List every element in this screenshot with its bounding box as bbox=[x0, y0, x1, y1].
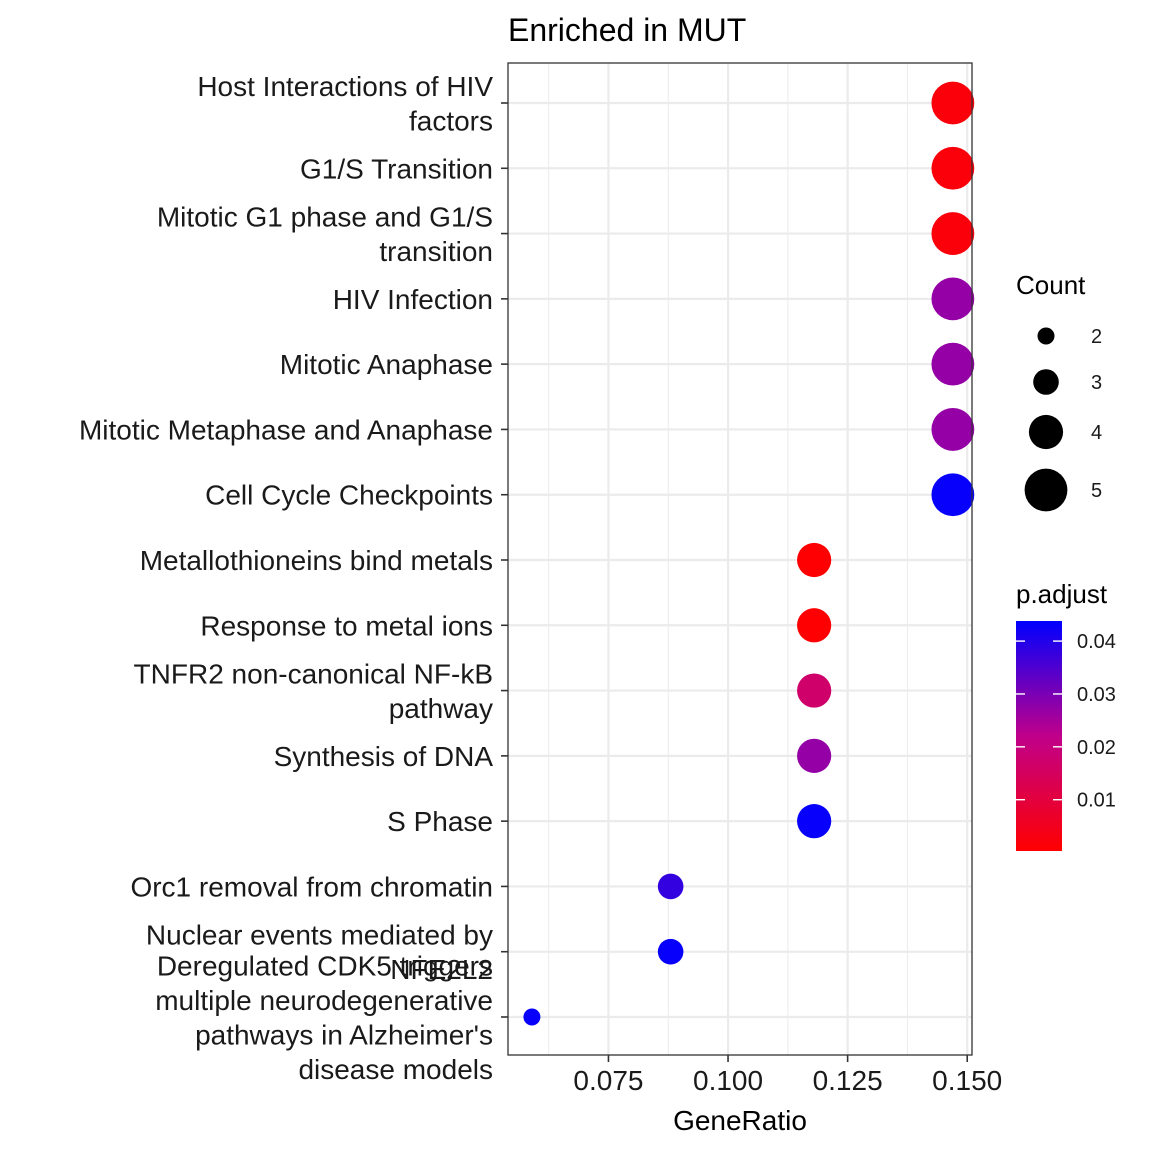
data-point bbox=[931, 408, 975, 451]
category-label-line: pathway bbox=[389, 693, 493, 724]
category-label-line: Mitotic G1 phase and G1/S bbox=[157, 201, 493, 232]
category-label: HIV Infection bbox=[333, 284, 493, 315]
data-point bbox=[657, 873, 684, 900]
colorbar-tick-label: 0.04 bbox=[1077, 631, 1116, 653]
x-tick-label: 0.125 bbox=[813, 1065, 883, 1096]
data-point bbox=[797, 542, 832, 578]
count-legend-label: 3 bbox=[1091, 372, 1102, 394]
panel-border bbox=[507, 62, 973, 1056]
category-label: Synthesis of DNA bbox=[274, 741, 494, 772]
y-axis: Host Interactions of HIV factors G1/S Tran… bbox=[79, 71, 508, 1085]
count-legend-dot bbox=[1024, 468, 1068, 512]
data-point bbox=[931, 473, 975, 517]
count-legend-label: 4 bbox=[1091, 422, 1102, 444]
data-points bbox=[523, 81, 975, 1026]
category-label: Mitotic G1 phase and G1/S transition bbox=[157, 201, 493, 267]
category-label-line: Mitotic Anaphase bbox=[280, 349, 493, 380]
category-label: S Phase bbox=[387, 806, 493, 837]
count-legend-dot bbox=[1037, 327, 1055, 345]
category-label: Cell Cycle Checkpoints bbox=[205, 480, 493, 511]
colorbar-tick-label: 0.02 bbox=[1077, 737, 1116, 759]
category-label-line: S Phase bbox=[387, 806, 493, 837]
category-label: Nuclear events mediated by NFE2L2 bbox=[146, 919, 493, 985]
data-point bbox=[931, 212, 975, 255]
category-label: Mitotic Metaphase and Anaphase bbox=[79, 414, 493, 445]
category-label-line: Host Interactions of HIV bbox=[197, 71, 493, 102]
category-label-line: TNFR2 non-canonical NF-kB bbox=[134, 658, 493, 689]
x-tick-label: 0.150 bbox=[932, 1065, 1002, 1096]
count-legend-dot bbox=[1028, 414, 1064, 450]
category-label-line: Response to metal ions bbox=[200, 610, 493, 641]
category-label-line: multiple neurodegenerative bbox=[155, 985, 493, 1016]
category-label-line: HIV Infection bbox=[333, 284, 493, 315]
category-label-line: pathways in Alzheimer's bbox=[195, 1019, 493, 1050]
chart-title: Enriched in MUT bbox=[508, 12, 746, 48]
category-label-line: Cell Cycle Checkpoints bbox=[205, 480, 493, 511]
category-label-line: NFE2L2 bbox=[390, 954, 493, 985]
category-label: TNFR2 non-canonical NF-kB pathway bbox=[134, 658, 493, 724]
category-label: Host Interactions of HIV factors bbox=[197, 71, 493, 137]
count-legend-title: Count bbox=[1016, 270, 1086, 300]
category-label-line: Synthesis of DNA bbox=[274, 741, 494, 772]
category-label: Deregulated CDK5 triggers multiple neurod… bbox=[155, 950, 493, 1085]
data-point bbox=[523, 1008, 541, 1026]
count-legend-label: 2 bbox=[1091, 326, 1102, 348]
data-point bbox=[931, 146, 975, 190]
major-gridlines bbox=[508, 63, 972, 1055]
category-label-line: disease models bbox=[298, 1054, 493, 1085]
padjust-legend: p.adjust 0.04 0.03 0.02 0.01 bbox=[1016, 579, 1116, 851]
category-label-line: G1/S Transition bbox=[300, 153, 493, 184]
x-tick-label: 0.075 bbox=[573, 1065, 643, 1096]
category-label: Mitotic Anaphase bbox=[280, 349, 493, 380]
colorbar-tick-label: 0.03 bbox=[1077, 684, 1116, 706]
category-label: Response to metal ions bbox=[200, 610, 493, 641]
data-point bbox=[931, 277, 975, 321]
category-label-line: Metallothioneins bind metals bbox=[140, 545, 493, 576]
data-point bbox=[797, 608, 832, 643]
category-label-line: transition bbox=[379, 236, 493, 267]
x-axis: 0.075 0.100 0.125 0.150 bbox=[573, 1055, 1002, 1096]
category-label-line: Mitotic Metaphase and Anaphase bbox=[79, 414, 493, 445]
category-label: Orc1 removal from chromatin bbox=[130, 871, 493, 902]
padjust-colorbar bbox=[1016, 621, 1062, 851]
data-point bbox=[797, 738, 832, 773]
category-label-line: Nuclear events mediated by bbox=[146, 919, 493, 950]
data-point bbox=[931, 342, 975, 386]
category-label: G1/S Transition bbox=[300, 153, 493, 184]
data-point bbox=[931, 81, 975, 125]
category-label: Metallothioneins bind metals bbox=[140, 545, 493, 576]
data-point bbox=[657, 938, 684, 965]
x-axis-title: GeneRatio bbox=[673, 1105, 807, 1136]
data-point bbox=[797, 673, 832, 708]
count-legend-label: 5 bbox=[1091, 480, 1102, 502]
category-label-line: factors bbox=[409, 105, 493, 136]
colorbar-tick-label: 0.01 bbox=[1077, 790, 1116, 812]
count-legend-dot bbox=[1033, 369, 1059, 395]
padjust-legend-title: p.adjust bbox=[1016, 579, 1108, 609]
category-label-line: Deregulated CDK5 triggers bbox=[157, 950, 493, 981]
category-label-line: Orc1 removal from chromatin bbox=[130, 871, 493, 902]
x-tick-label: 0.100 bbox=[693, 1065, 763, 1096]
data-point bbox=[797, 804, 832, 839]
count-legend: Count 2 3 4 5 bbox=[1016, 270, 1102, 512]
